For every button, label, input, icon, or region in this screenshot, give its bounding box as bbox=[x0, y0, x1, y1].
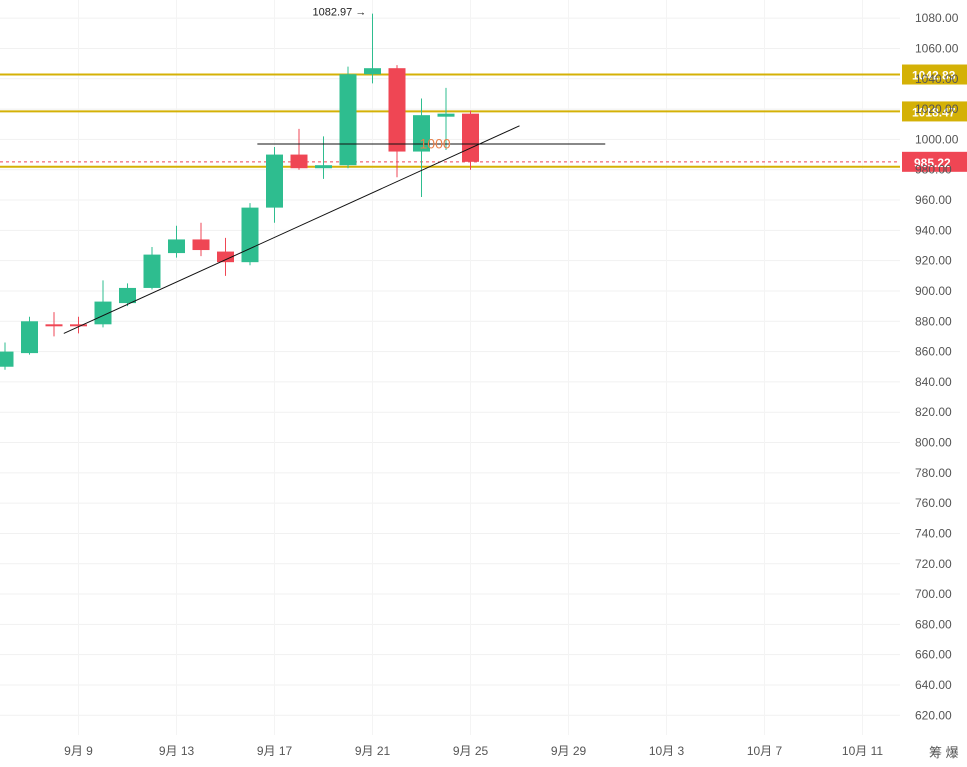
candle-body bbox=[0, 351, 14, 367]
y-tick-label: 900.00 bbox=[915, 284, 952, 298]
y-tick-label: 780.00 bbox=[915, 466, 952, 480]
price-level-tag-label: 1042.83 bbox=[912, 69, 956, 83]
y-tick-label: 740.00 bbox=[915, 526, 952, 540]
price-watermark: 1000 bbox=[420, 136, 451, 152]
x-tick-label: 9月 29 bbox=[551, 744, 587, 758]
x-tick-label: 9月 9 bbox=[64, 744, 93, 758]
candles bbox=[0, 13, 479, 370]
y-tick-label: 1080.00 bbox=[915, 11, 959, 25]
candle-body bbox=[168, 239, 185, 254]
y-tick-label: 620.00 bbox=[915, 708, 952, 722]
x-tick-label: 9月 25 bbox=[453, 744, 489, 758]
y-tick-label: 680.00 bbox=[915, 617, 952, 631]
x-tick-label: 9月 21 bbox=[355, 744, 391, 758]
x-tick-label: 9月 17 bbox=[257, 744, 293, 758]
y-tick-label: 1020.00 bbox=[915, 102, 959, 116]
y-tick-label: 960.00 bbox=[915, 193, 952, 207]
x-tick-label: 10月 11 bbox=[842, 744, 883, 758]
y-tick-label: 660.00 bbox=[915, 648, 952, 662]
x-tick-label: 10月 7 bbox=[747, 744, 783, 758]
y-axis: 620.00 640.00 660.00 680.00 700.00 720.00 740.… bbox=[915, 11, 959, 722]
y-tick-label: 880.00 bbox=[915, 314, 952, 328]
trendline bbox=[63, 125, 520, 334]
candle-body bbox=[217, 251, 234, 263]
y-tick-label: 720.00 bbox=[915, 557, 952, 571]
y-tick-label: 820.00 bbox=[915, 405, 952, 419]
horizontal-levels: 1042.83 1018.47 985.22 bbox=[0, 64, 967, 172]
y-tick-label: 1040.00 bbox=[915, 72, 959, 86]
annotations: 1082.97 → 1000 bbox=[313, 7, 451, 152]
candle-body bbox=[21, 321, 38, 354]
x-axis: 9月 9 9月 13 9月 17 9月 21 9月 25 9月 29 10月 3 10月 7 1… bbox=[64, 744, 883, 758]
y-tick-label: 1060.00 bbox=[915, 41, 959, 55]
y-tick-label: 760.00 bbox=[915, 496, 952, 510]
y-tick-label: 920.00 bbox=[915, 254, 952, 268]
x-tick-label: 10月 3 bbox=[649, 744, 685, 758]
trendlines bbox=[63, 125, 606, 334]
price-level-tag bbox=[902, 101, 967, 122]
candle-body bbox=[143, 254, 161, 288]
candle-body bbox=[462, 113, 479, 162]
candle-body bbox=[192, 239, 210, 251]
current-price-tag-label: 985.22 bbox=[914, 156, 951, 170]
y-tick-label: 980.00 bbox=[915, 163, 952, 177]
price-level-tag-label: 1018.47 bbox=[912, 105, 956, 119]
y-tick-label: 940.00 bbox=[915, 223, 952, 237]
candle-body bbox=[266, 154, 283, 208]
y-tick-label: 700.00 bbox=[915, 587, 952, 601]
candle-body bbox=[364, 68, 381, 75]
candle-body bbox=[437, 113, 455, 117]
grid bbox=[0, 0, 900, 735]
candle-body bbox=[388, 68, 406, 152]
y-tick-label: 860.00 bbox=[915, 345, 952, 359]
candle-body bbox=[45, 324, 63, 327]
y-tick-label: 1000.00 bbox=[915, 132, 959, 146]
candle-body bbox=[413, 115, 430, 152]
candle-body bbox=[339, 74, 357, 166]
corner-label: 筹 爆 bbox=[929, 745, 959, 760]
current-price-tag bbox=[902, 151, 967, 172]
candle-body bbox=[241, 207, 259, 263]
price-level-tag bbox=[902, 64, 967, 85]
candle-body bbox=[315, 165, 332, 169]
y-tick-label: 640.00 bbox=[915, 678, 952, 692]
candle-body bbox=[119, 287, 136, 304]
candle-body bbox=[94, 301, 112, 325]
high-price-annotation: 1082.97 → bbox=[313, 7, 367, 19]
y-tick-label: 800.00 bbox=[915, 436, 952, 450]
candle-body bbox=[70, 324, 87, 327]
y-tick-label: 840.00 bbox=[915, 375, 952, 389]
candle-body bbox=[290, 154, 308, 169]
x-tick-label: 9月 13 bbox=[159, 744, 195, 758]
